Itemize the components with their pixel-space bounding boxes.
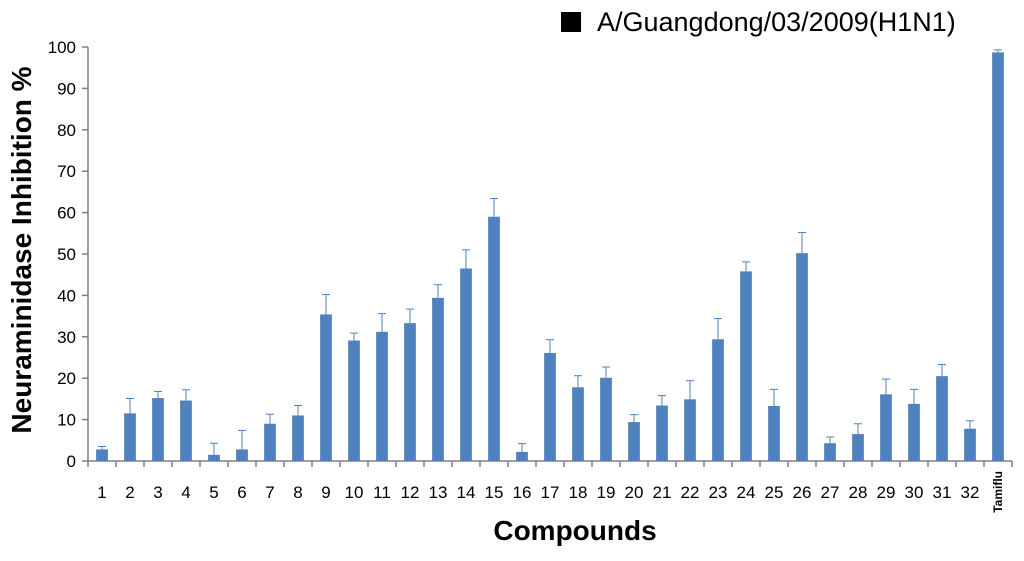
bar (320, 314, 332, 461)
bar (600, 377, 612, 461)
bar (96, 449, 108, 461)
x-tick-label: 28 (849, 483, 868, 502)
bar (740, 271, 752, 461)
y-tick-label: 0 (67, 452, 76, 471)
x-tick-label: 21 (653, 483, 672, 502)
legend: A/Guangdong/03/2009(H1N1) (561, 5, 956, 39)
x-tick-label: 32 (961, 483, 980, 502)
bar (348, 340, 360, 461)
bar (488, 216, 500, 461)
y-tick-label: 80 (57, 121, 76, 140)
x-tick-label: 1 (97, 483, 106, 502)
y-tick-label: 90 (57, 79, 76, 98)
bar (824, 443, 836, 461)
y-tick-label: 50 (57, 245, 76, 264)
bar (292, 415, 304, 461)
x-tick-label: 18 (569, 483, 588, 502)
x-tick-label: 17 (541, 483, 560, 502)
x-tick-label: 25 (765, 483, 784, 502)
x-tick-label: 24 (737, 483, 756, 502)
bar (880, 394, 892, 461)
y-tick-label: 30 (57, 328, 76, 347)
bar (544, 352, 556, 461)
bar (628, 422, 640, 461)
x-tick-label: 29 (877, 483, 896, 502)
bar (964, 428, 976, 461)
x-tick-label: 2 (125, 483, 134, 502)
x-tick-label: 23 (709, 483, 728, 502)
bar (432, 297, 444, 461)
x-tick-label: 8 (293, 483, 302, 502)
x-tick-label: 3 (153, 483, 162, 502)
bar (936, 376, 948, 461)
x-tick-label: Tamiflu (991, 471, 1005, 513)
bar (712, 339, 724, 461)
y-tick-label: 20 (57, 369, 76, 388)
legend-label: A/Guangdong/03/2009(H1N1) (597, 6, 956, 37)
bar (180, 400, 192, 461)
bar (684, 399, 696, 461)
y-axis-label: Neuraminidase Inhibition % (6, 66, 37, 434)
x-tick-label: 30 (905, 483, 924, 502)
x-tick-label: 22 (681, 483, 700, 502)
y-tick-label: 70 (57, 162, 76, 181)
x-tick-label: 4 (181, 483, 190, 502)
bar (460, 268, 472, 461)
bar (236, 449, 248, 461)
x-tick-label: 10 (345, 483, 364, 502)
x-tick-label: 14 (457, 483, 476, 502)
legend-swatch (561, 12, 581, 32)
y-tick-label: 100 (48, 38, 76, 57)
bar (656, 405, 668, 461)
bar (376, 331, 388, 461)
y-tick-label: 40 (57, 286, 76, 305)
bar (796, 253, 808, 461)
x-tick-label: 19 (597, 483, 616, 502)
bar (852, 434, 864, 461)
bar (908, 403, 920, 461)
x-tick-label: 20 (625, 483, 644, 502)
x-tick-label: 26 (793, 483, 812, 502)
x-axis-label: Compounds (493, 515, 657, 546)
x-tick-label: 11 (373, 483, 391, 502)
x-tick-label: 27 (821, 483, 840, 502)
x-tick-label: 15 (485, 483, 504, 502)
bar (992, 52, 1004, 462)
x-tick-label: 12 (401, 483, 420, 502)
bar (152, 398, 164, 461)
bar (768, 405, 780, 461)
bar (124, 413, 136, 461)
x-tick-label: 9 (321, 483, 330, 502)
bar (404, 323, 416, 461)
x-tick-label: 5 (209, 483, 218, 502)
bar (572, 387, 584, 461)
y-tick-label: 10 (57, 411, 76, 430)
x-tick-label: 7 (265, 483, 274, 502)
y-tick-label: 60 (57, 204, 76, 223)
bar (516, 451, 528, 461)
x-tick-label: 16 (513, 483, 532, 502)
x-tick-label: 31 (933, 483, 952, 502)
x-tick-label: 13 (429, 483, 448, 502)
bar (208, 454, 220, 461)
bar (264, 423, 276, 461)
x-tick-label: 6 (237, 483, 246, 502)
